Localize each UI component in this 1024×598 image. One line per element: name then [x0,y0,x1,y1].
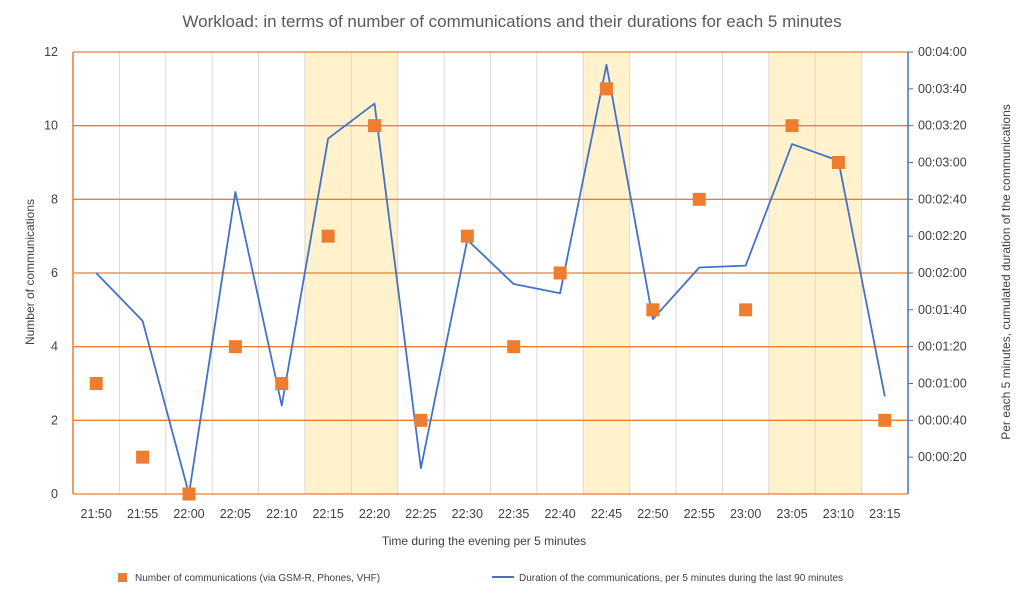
count-point [89,377,103,390]
count-point [692,192,706,206]
x-tick-label: 21:50 [81,507,112,521]
left-y-tick-label: 12 [44,45,58,59]
left-y-tick-label: 6 [51,266,58,280]
count-point [136,450,150,464]
chart-title: Workload: in terms of number of communic… [182,12,841,31]
legend-label-count: Number of communications (via GSM-R, Pho… [135,573,380,584]
right-y-tick-labels: 00:00:20 00:00:40 00:01:00 00:01:20 00:01:40… [918,45,967,464]
right-y-axis-title: Per each 5 minutes, cumulated duration o… [999,104,1013,440]
left-y-tick-label: 2 [51,413,58,427]
horizontal-gridlines [73,51,908,495]
count-point [275,377,289,390]
x-tick-label: 22:05 [220,507,251,521]
x-tick-label: 22:25 [405,507,436,521]
x-tick-label: 23:15 [869,507,900,521]
count-point [368,119,382,133]
right-y-tick-label: 00:02:20 [918,229,967,243]
x-tick-label: 22:45 [591,507,622,521]
x-tick-label: 22:30 [452,507,483,521]
x-tick-label: 22:10 [266,507,297,521]
right-y-tick-label: 00:02:40 [918,192,967,206]
left-y-tick-label: 4 [51,340,58,354]
count-scatter-series [89,82,892,501]
legend-square-marker-icon [118,573,127,582]
x-tick-label: 22:40 [544,507,575,521]
right-y-tick-label: 00:01:40 [918,303,967,317]
left-y-axis-title: Number of communications [23,199,37,345]
count-point [182,487,196,501]
left-y-tick-label: 10 [44,119,58,133]
x-tick-label: 23:00 [730,507,761,521]
x-tick-label: 23:05 [776,507,807,521]
x-axis-title: Time during the evening per 5 minutes [382,534,586,548]
count-point [831,156,845,169]
right-y-tick-label: 00:03:40 [918,82,967,96]
count-point [646,303,660,317]
x-tick-label: 22:20 [359,507,390,521]
x-tick-label: 22:00 [173,507,204,521]
legend-label-duration: Duration of the communications, per 5 mi… [519,573,843,584]
left-y-tick-label: 0 [51,487,58,501]
count-point [739,303,753,317]
x-tick-label: 22:50 [637,507,668,521]
right-y-tick-label: 00:03:00 [918,156,967,170]
count-point [785,119,799,133]
duration-line [95,63,886,495]
x-tick-label: 22:55 [684,507,715,521]
count-point [414,413,428,427]
count-point [599,82,613,96]
right-y-tick-label: 00:02:00 [918,266,967,280]
axes [72,51,913,494]
right-y-tick-label: 00:03:20 [918,119,967,133]
count-point [553,266,567,280]
x-tick-label: 22:35 [498,507,529,521]
right-y-tick-label: 00:00:40 [918,413,967,427]
count-point [228,340,242,354]
count-point [460,229,474,243]
legend: Number of communications (via GSM-R, Pho… [118,573,843,584]
count-point [321,229,335,243]
count-point [878,413,892,427]
x-tick-label: 22:15 [312,507,343,521]
right-y-tick-label: 00:01:00 [918,377,967,391]
left-y-tick-labels: 0 2 4 6 8 10 12 [44,45,58,501]
right-y-tick-label: 00:00:20 [918,450,967,464]
x-tick-label: 23:10 [823,507,854,521]
x-tick-labels: 21:50 21:55 22:00 22:05 22:10 22:15 22:20 22:25… [81,507,901,521]
right-y-tick-label: 00:04:00 [918,45,967,59]
right-y-tick-label: 00:01:20 [918,340,967,354]
duration-line-series [95,63,886,495]
x-tick-label: 21:55 [127,507,158,521]
count-point [507,340,521,354]
left-y-tick-label: 8 [51,192,58,206]
